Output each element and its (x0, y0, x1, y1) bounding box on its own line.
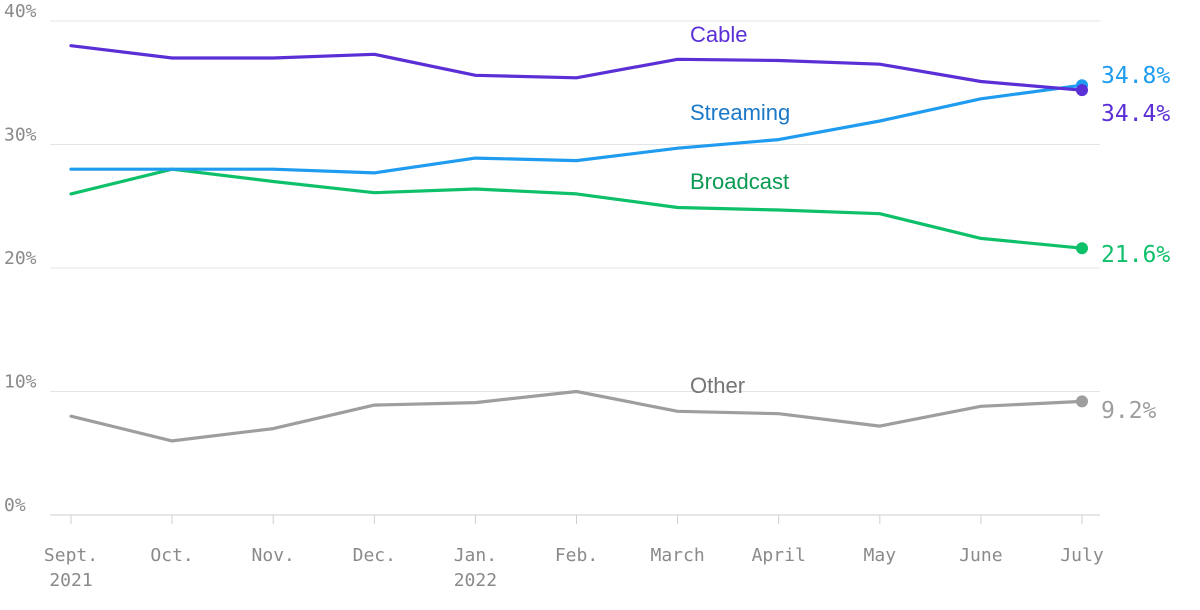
other-end-dot (1076, 395, 1088, 408)
x-tick-label: Feb. (555, 545, 598, 566)
x-tick-label: June (959, 545, 1002, 566)
broadcast-end-dot (1076, 242, 1088, 255)
streaming-line (69, 83, 1084, 175)
x-tick-label: Nov. (252, 545, 295, 566)
x-tick-label: 2022 (454, 570, 497, 591)
y-tick-label: 10% (4, 372, 37, 393)
streaming-end-value-label: 34.8% (1101, 63, 1170, 89)
x-tick-label: Sept. (44, 545, 98, 566)
cable-end-dot (1076, 84, 1088, 97)
cable-line (69, 44, 1084, 92)
cable-series-label: Cable (690, 22, 747, 47)
x-tick-label: Oct. (150, 545, 193, 566)
other-end-value-label: 9.2% (1101, 398, 1157, 424)
x-tick-label: July (1060, 545, 1104, 566)
streaming-series-label: Streaming (690, 100, 790, 125)
gridlines (50, 20, 1100, 516)
x-tick-label: Dec. (353, 545, 396, 566)
other-series-label: Other (690, 373, 745, 398)
cable-end-value-label: 34.4% (1101, 101, 1170, 127)
x-tick-label: 2021 (49, 570, 92, 591)
broadcast-line (69, 167, 1084, 250)
other-line (69, 389, 1084, 443)
x-axis: Sept. 2021 Oct. Nov. Dec. Jan. 2022 Feb. March Ap… (44, 515, 1104, 591)
series-labels: Other 9.2% Broadcast 21.6% Streaming 34.8% Cab… (690, 22, 1170, 424)
y-tick-label: 40% (4, 1, 37, 22)
series-lines (69, 44, 1088, 443)
broadcast-series-label: Broadcast (690, 169, 789, 194)
broadcast-end-value-label: 21.6% (1101, 242, 1170, 268)
y-tick-label: 30% (4, 125, 37, 146)
x-tick-label: May (864, 545, 897, 566)
x-tick-label: April (752, 545, 806, 566)
x-tick-label: Jan. (454, 545, 497, 566)
y-axis: 0% 10% 20% 30% 40% (4, 1, 37, 516)
x-tick-label: March (651, 545, 705, 566)
y-tick-label: 20% (4, 248, 37, 269)
y-tick-label: 0% (4, 495, 26, 516)
